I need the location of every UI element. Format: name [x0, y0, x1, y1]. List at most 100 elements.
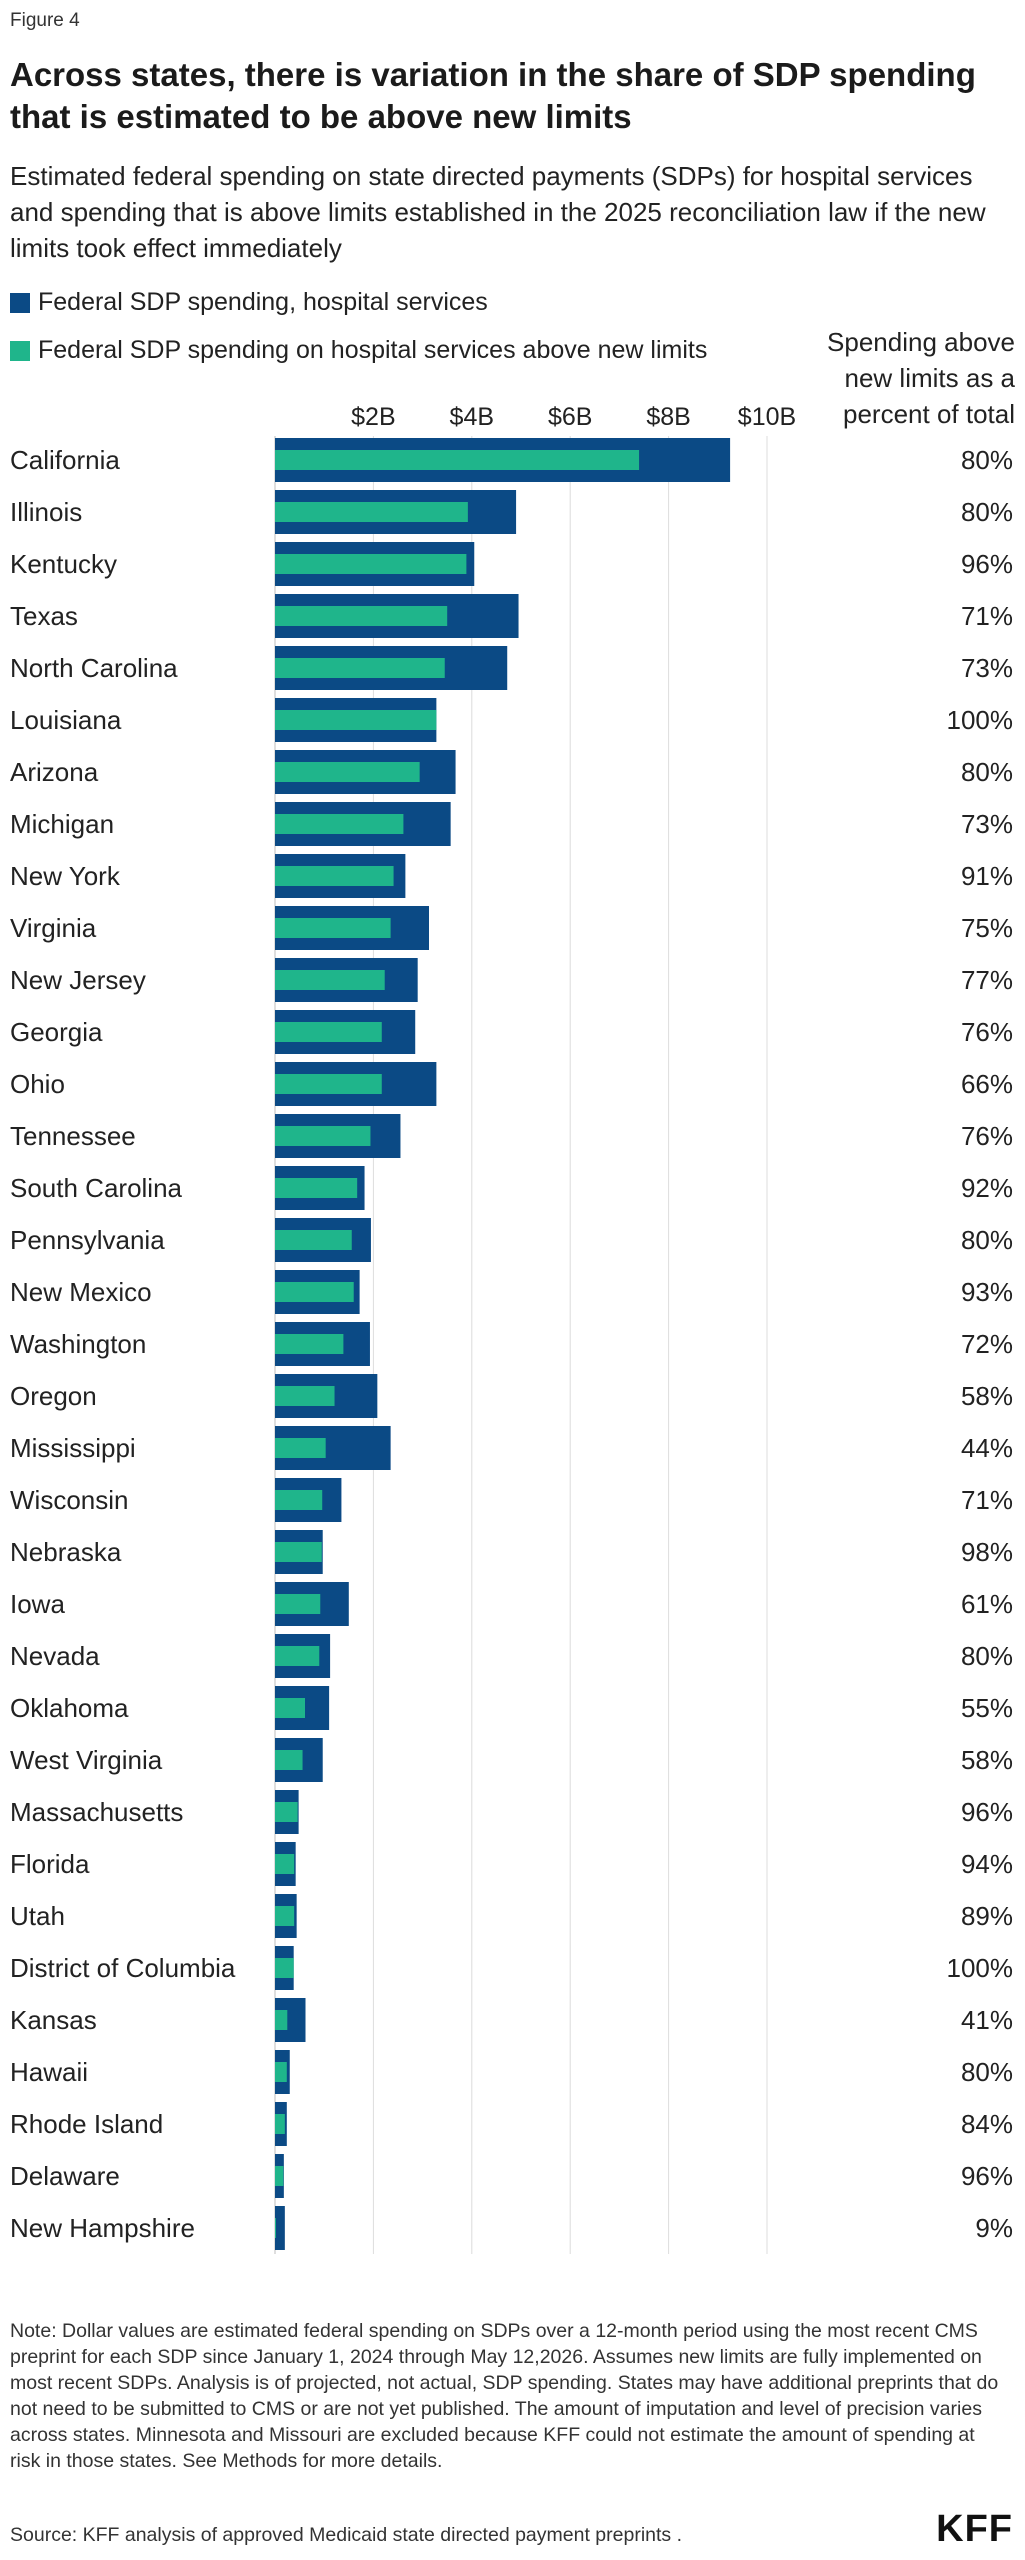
category-label: Mississippi [10, 1433, 136, 1463]
bar-above-limit [275, 502, 468, 522]
percent-label: 58% [961, 1745, 1013, 1775]
category-label: Georgia [10, 1017, 103, 1047]
bar-above-limit [275, 2062, 287, 2082]
bar-above-limit [275, 1022, 382, 1042]
x-tick-label: $6B [548, 403, 592, 431]
percent-label: 91% [961, 861, 1013, 891]
category-label: Utah [10, 1901, 65, 1931]
chart-note: Note: Dollar values are estimated federa… [10, 2320, 999, 2472]
category-label: Florida [10, 1849, 90, 1879]
percent-label: 80% [961, 445, 1013, 475]
percent-label-layer: 80% 80% 96% 71% 73% 100% 80% 73% 91% 75% 77% 76% 66%… [947, 445, 1014, 2243]
bar-above-limit [275, 1594, 321, 1614]
legend-swatch-total [10, 292, 30, 313]
legend-label-above: Federal SDP spending on hospital service… [38, 336, 708, 364]
bar-above-limit [275, 1646, 320, 1666]
bar-layer [275, 438, 731, 2250]
bar-above-limit [275, 1282, 354, 1302]
bar-above-limit [275, 1802, 298, 1822]
category-label: Oregon [10, 1381, 97, 1411]
chart-subtitle: Estimated federal spending on state dire… [10, 161, 986, 263]
category-label: Massachusetts [10, 1797, 183, 1827]
legend-item-above: Federal SDP spending on hospital service… [10, 336, 707, 365]
bar-above-limit [275, 1854, 295, 1874]
percent-label: 89% [961, 1901, 1013, 1931]
percent-label: 72% [961, 1329, 1013, 1359]
category-label: Hawaii [10, 2057, 88, 2087]
percent-column-header: Spending above new limits as a percent o… [827, 327, 1015, 429]
kff-logo: KFF [936, 2508, 1013, 2550]
bar-above-limit [275, 606, 448, 626]
bar-above-limit [275, 2218, 276, 2238]
category-label: Washington [10, 1329, 146, 1359]
category-label: Virginia [10, 913, 97, 943]
category-label: Arizona [10, 757, 99, 787]
category-label: New Jersey [10, 965, 146, 995]
bar-above-limit [275, 658, 445, 678]
tick-label-layer: $2B $4B $6B $8B $10B [351, 403, 796, 431]
category-label: Texas [10, 601, 78, 631]
bar-above-limit [275, 1074, 382, 1094]
bar-above-limit [275, 1958, 294, 1978]
bar-above-limit [275, 1178, 358, 1198]
percent-label: 73% [961, 653, 1013, 683]
category-label: Oklahoma [10, 1693, 129, 1723]
percent-label: 96% [961, 1797, 1013, 1827]
category-label: Wisconsin [10, 1485, 128, 1515]
percent-label: 80% [961, 1641, 1013, 1671]
bar-above-limit [275, 1750, 303, 1770]
percent-label: 98% [961, 1537, 1013, 1567]
percent-label: 80% [961, 1225, 1013, 1255]
figure-label: Figure 4 [10, 10, 80, 31]
percent-label: 55% [961, 1693, 1013, 1723]
bar-above-limit [275, 866, 394, 886]
category-label: Nebraska [10, 1537, 122, 1567]
percent-label: 76% [961, 1017, 1013, 1047]
percent-label: 80% [961, 2057, 1013, 2087]
category-label: Kentucky [10, 549, 117, 579]
bar-above-limit [275, 1490, 323, 1510]
percent-label: 93% [961, 1277, 1013, 1307]
bar-above-limit [275, 2166, 284, 2186]
bar-above-limit [275, 1126, 371, 1146]
percent-label: 58% [961, 1381, 1013, 1411]
bar-above-limit [275, 2010, 288, 2030]
percent-label: 96% [961, 2161, 1013, 2191]
category-label: Rhode Island [10, 2109, 163, 2139]
category-label: Tennessee [10, 1121, 136, 1151]
percent-label: 41% [961, 2005, 1013, 2035]
bar-above-limit [275, 450, 640, 470]
percent-label: 80% [961, 497, 1013, 527]
bar-above-limit [275, 970, 385, 990]
percent-label: 73% [961, 809, 1013, 839]
bar-total [275, 2206, 285, 2250]
category-label: New Hampshire [10, 2213, 195, 2243]
bar-above-limit [275, 1906, 295, 1926]
percent-label: 80% [961, 757, 1013, 787]
percent-label: 94% [961, 1849, 1013, 1879]
x-tick-label: $4B [450, 403, 494, 431]
x-tick-label: $2B [351, 403, 395, 431]
category-label: West Virginia [10, 1745, 163, 1775]
chart-source: Source: KFF analysis of approved Medicai… [10, 2524, 682, 2546]
percent-label: 44% [961, 1433, 1013, 1463]
legend-label-total: Federal SDP spending, hospital services [38, 288, 488, 316]
bar-above-limit [275, 1386, 335, 1406]
category-label: District of Columbia [10, 1953, 236, 1983]
percent-label: 100% [947, 705, 1014, 735]
category-label: New Mexico [10, 1277, 152, 1307]
bar-above-limit [275, 762, 420, 782]
category-label: Nevada [10, 1641, 100, 1671]
category-label: Illinois [10, 497, 82, 527]
bar-above-limit [275, 2114, 285, 2134]
x-tick-label: $8B [646, 403, 690, 431]
category-label: Pennsylvania [10, 1225, 165, 1255]
percent-label: 71% [961, 601, 1013, 631]
percent-label: 96% [961, 549, 1013, 579]
bar-above-limit [275, 554, 467, 574]
bar-above-limit [275, 814, 404, 834]
bar-above-limit [275, 710, 437, 730]
bar-above-limit [275, 1334, 344, 1354]
bar-above-limit [275, 1542, 322, 1562]
category-label: Ohio [10, 1069, 65, 1099]
